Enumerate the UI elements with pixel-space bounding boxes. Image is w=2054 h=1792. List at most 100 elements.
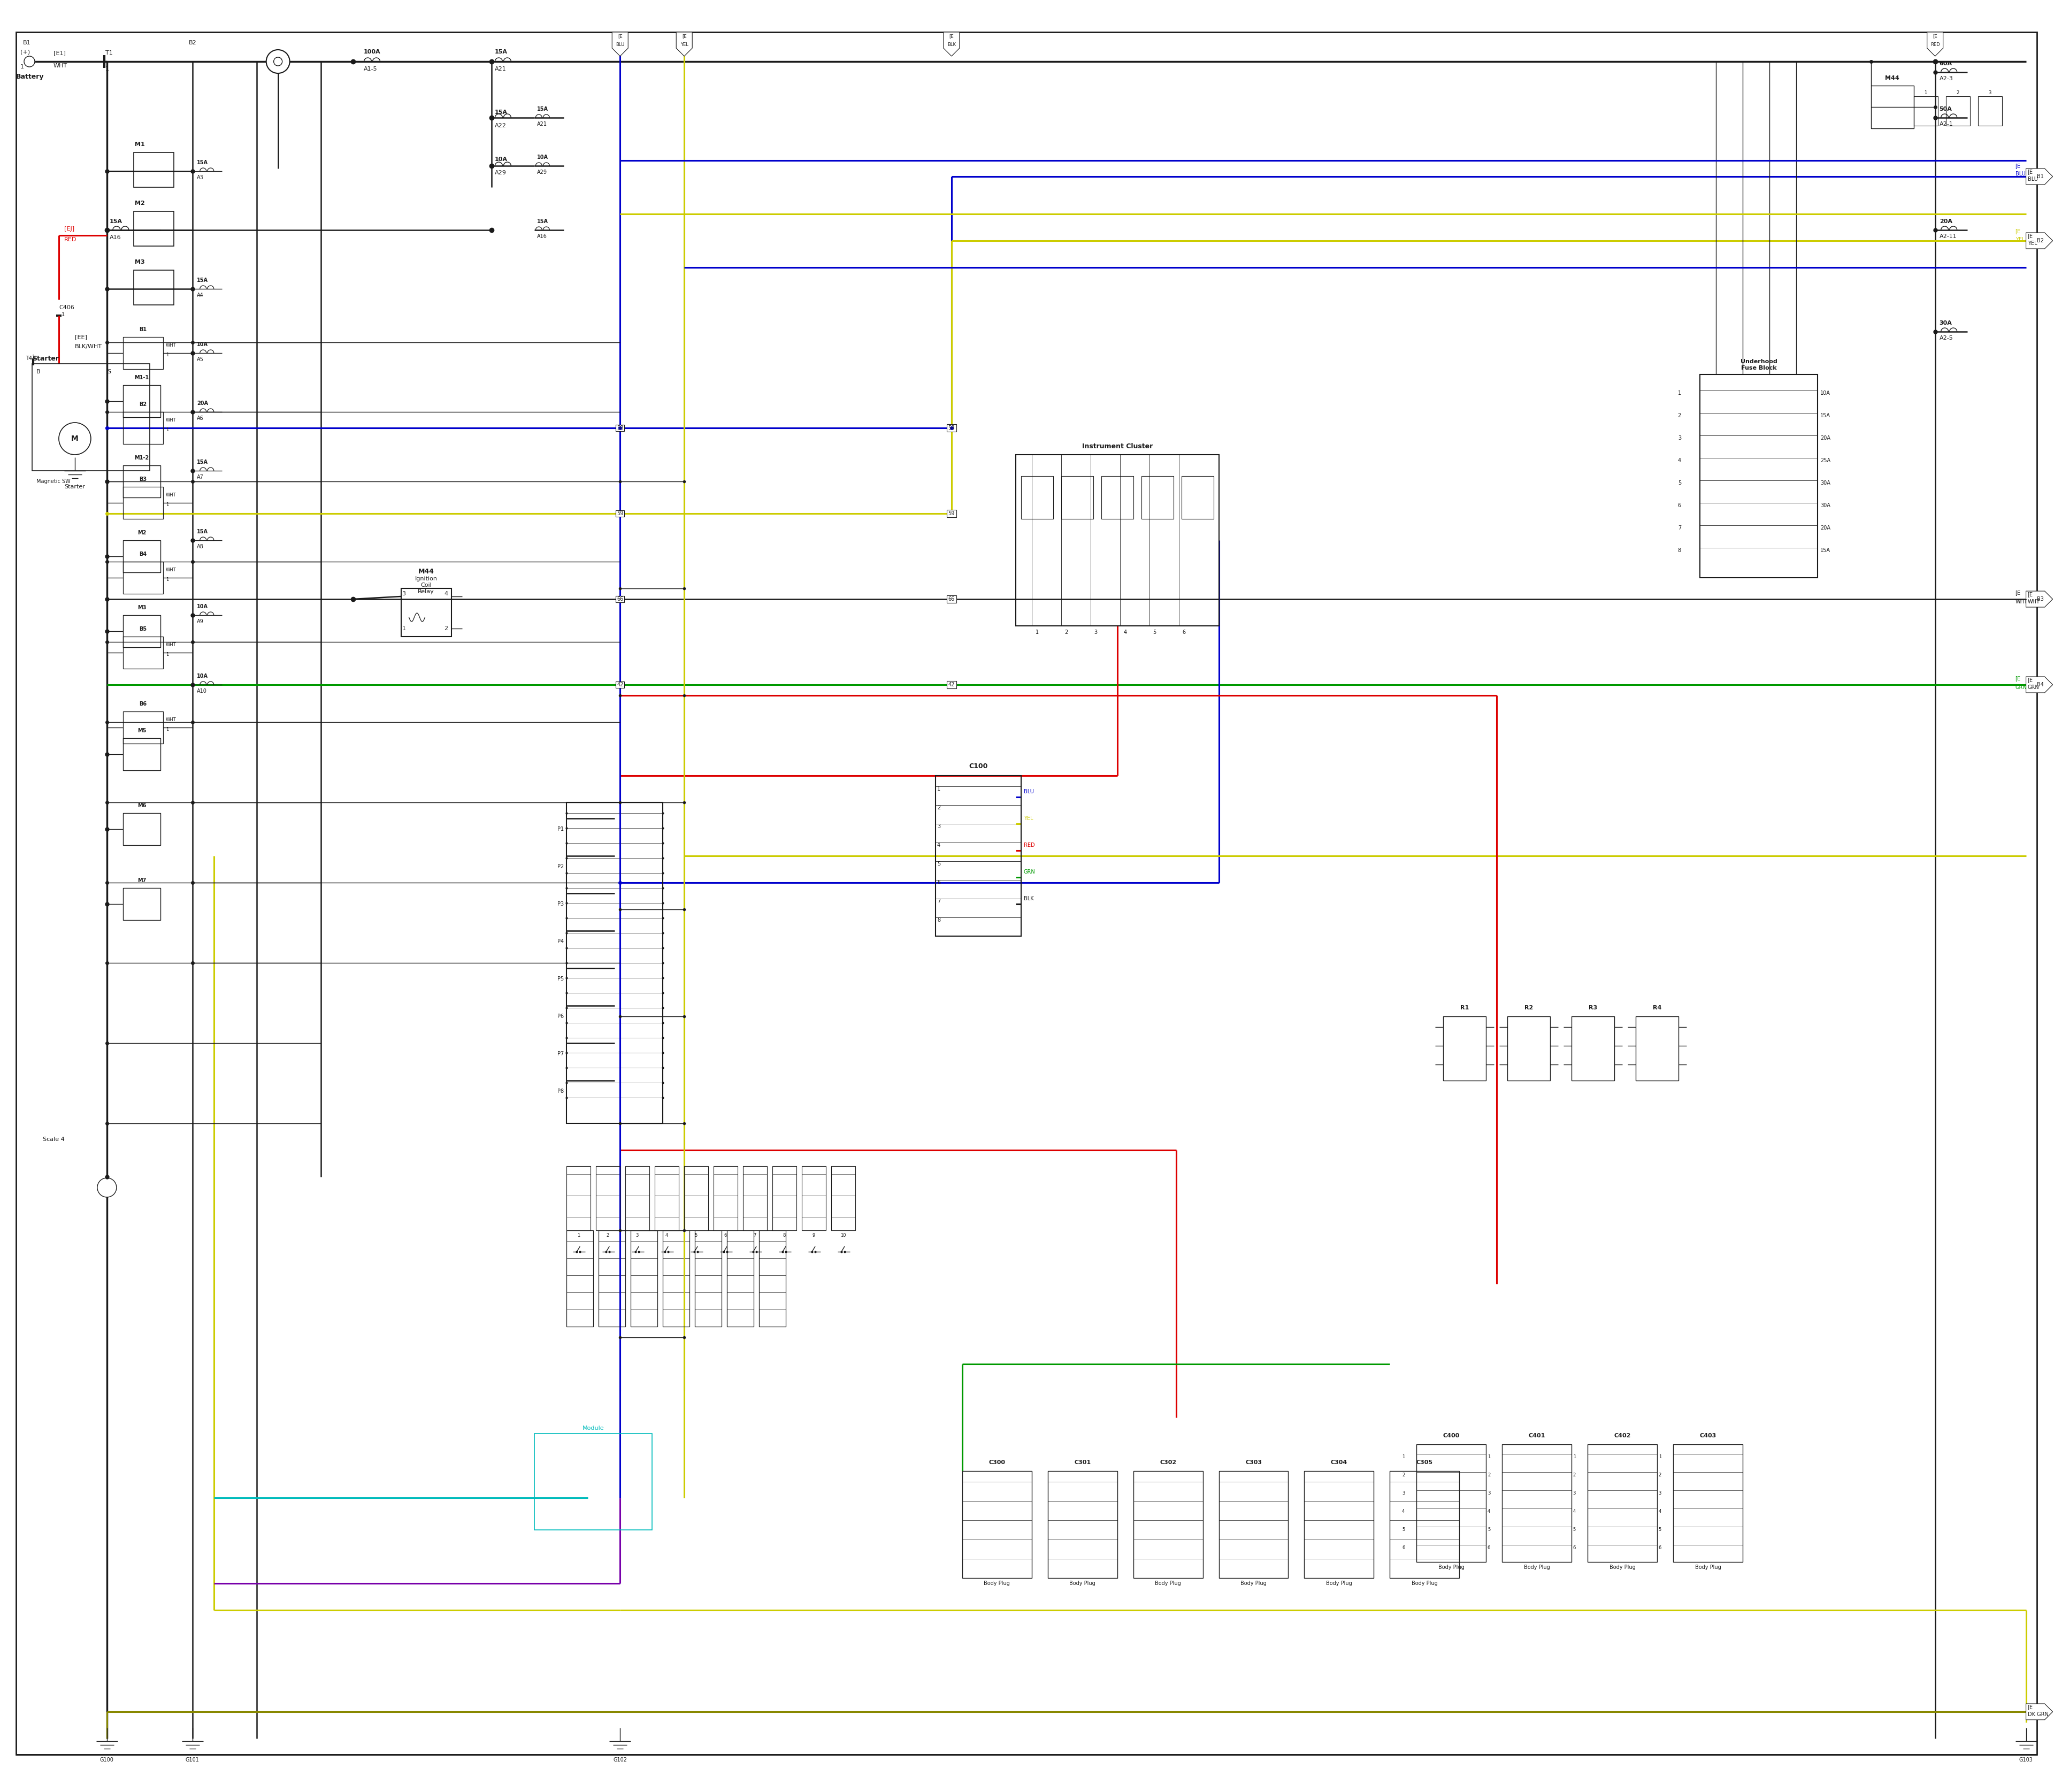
- Text: 3: 3: [637, 1233, 639, 1238]
- Text: 1: 1: [1658, 1453, 1662, 1459]
- Text: B3: B3: [2038, 597, 2044, 602]
- Text: A2-1: A2-1: [1939, 122, 1953, 127]
- Text: P3: P3: [557, 901, 565, 907]
- Text: A22: A22: [495, 124, 505, 129]
- Text: 25A: 25A: [1820, 459, 1830, 464]
- Text: 10A: 10A: [197, 674, 207, 679]
- Text: 6: 6: [723, 1233, 727, 1238]
- Text: 10A: 10A: [495, 156, 507, 161]
- Text: Starter: Starter: [33, 355, 60, 362]
- Bar: [1978, 97, 2003, 125]
- Text: 3: 3: [1487, 1491, 1491, 1495]
- Text: M5: M5: [138, 728, 146, 733]
- Bar: [123, 385, 160, 418]
- Text: 10A: 10A: [197, 342, 207, 348]
- Text: 1: 1: [937, 787, 941, 792]
- Text: Battery: Battery: [16, 73, 43, 81]
- Text: 2: 2: [606, 1233, 610, 1238]
- Text: C302: C302: [1161, 1460, 1177, 1466]
- Text: GRN: GRN: [2015, 685, 2027, 690]
- Text: M1-2: M1-2: [134, 455, 148, 461]
- Text: A5: A5: [197, 357, 203, 362]
- Text: YEL: YEL: [2015, 237, 2025, 242]
- Bar: [596, 1167, 620, 1231]
- Text: [E: [E: [949, 34, 953, 39]
- Text: S: S: [107, 369, 111, 375]
- Bar: [123, 561, 162, 593]
- Text: 1: 1: [21, 65, 25, 70]
- Text: 3: 3: [1658, 1491, 1662, 1495]
- Text: A29: A29: [538, 170, 546, 176]
- Text: BLU: BLU: [2015, 172, 2025, 177]
- Text: 5: 5: [1487, 1527, 1491, 1532]
- Text: 8: 8: [783, 1233, 785, 1238]
- Text: 7: 7: [1678, 525, 1680, 530]
- Text: DK GRN: DK GRN: [2027, 1711, 2048, 1717]
- Bar: [713, 1167, 737, 1231]
- Text: 1: 1: [166, 577, 168, 582]
- Text: A2-3: A2-3: [1939, 75, 1953, 81]
- Bar: [1914, 97, 1937, 125]
- Bar: [616, 425, 624, 432]
- Text: Body Plug: Body Plug: [1070, 1581, 1095, 1586]
- Text: C402: C402: [1614, 1434, 1631, 1439]
- Text: 3: 3: [1573, 1491, 1575, 1495]
- Bar: [1134, 1471, 1204, 1579]
- Bar: [1635, 1016, 1678, 1081]
- Text: P4: P4: [557, 939, 565, 944]
- Text: Starter: Starter: [64, 484, 84, 489]
- Text: A7: A7: [197, 475, 203, 480]
- Bar: [947, 681, 957, 688]
- Text: 1: 1: [1487, 1453, 1491, 1459]
- Text: 4: 4: [937, 842, 941, 848]
- Text: B2: B2: [189, 39, 197, 45]
- Text: M2: M2: [138, 530, 146, 536]
- Bar: [1588, 1444, 1658, 1563]
- Text: 6: 6: [1183, 629, 1185, 634]
- Text: 1: 1: [166, 728, 168, 733]
- Text: WHT: WHT: [166, 643, 177, 647]
- Text: 4: 4: [665, 1233, 668, 1238]
- Text: A6: A6: [197, 416, 203, 421]
- Bar: [1062, 477, 1093, 520]
- Text: 15A: 15A: [538, 106, 548, 111]
- Text: C100: C100: [969, 763, 988, 769]
- Text: 7: 7: [937, 898, 941, 903]
- Text: 1: 1: [105, 66, 109, 72]
- Text: C303: C303: [1245, 1460, 1261, 1466]
- Bar: [123, 615, 160, 647]
- Text: A4: A4: [197, 292, 203, 297]
- Text: C304: C304: [1331, 1460, 1347, 1466]
- Text: [E: [E: [2027, 591, 2033, 597]
- Text: M: M: [72, 435, 78, 443]
- Text: 6: 6: [1403, 1545, 1405, 1550]
- Text: 30A: 30A: [1820, 504, 1830, 509]
- Text: B1: B1: [23, 39, 31, 45]
- Text: WHT: WHT: [53, 63, 68, 68]
- Text: R2: R2: [1524, 1005, 1532, 1011]
- Text: 5: 5: [1573, 1527, 1575, 1532]
- Text: 59: 59: [616, 511, 624, 516]
- Text: G101: G101: [185, 1758, 199, 1763]
- Text: WHT: WHT: [166, 717, 177, 722]
- Text: 2: 2: [1064, 629, 1068, 634]
- Text: Body Plug: Body Plug: [1241, 1581, 1267, 1586]
- Bar: [123, 337, 162, 369]
- Text: 5: 5: [1152, 629, 1156, 634]
- Bar: [772, 1167, 797, 1231]
- Text: [E: [E: [2027, 168, 2033, 174]
- Text: 2: 2: [1403, 1473, 1405, 1477]
- Text: [EJ]: [EJ]: [64, 226, 74, 231]
- Text: R3: R3: [1588, 1005, 1598, 1011]
- Bar: [123, 636, 162, 668]
- Bar: [1508, 1016, 1551, 1081]
- Polygon shape: [2025, 1704, 2052, 1720]
- Bar: [616, 597, 624, 602]
- Text: 5: 5: [1403, 1527, 1405, 1532]
- Text: 5: 5: [937, 862, 941, 867]
- Circle shape: [60, 423, 90, 455]
- Text: 3: 3: [1678, 435, 1680, 441]
- Text: Underhood
Fuse Block: Underhood Fuse Block: [1740, 358, 1777, 371]
- Text: Body Plug: Body Plug: [1695, 1564, 1721, 1570]
- Text: (+): (+): [21, 48, 31, 54]
